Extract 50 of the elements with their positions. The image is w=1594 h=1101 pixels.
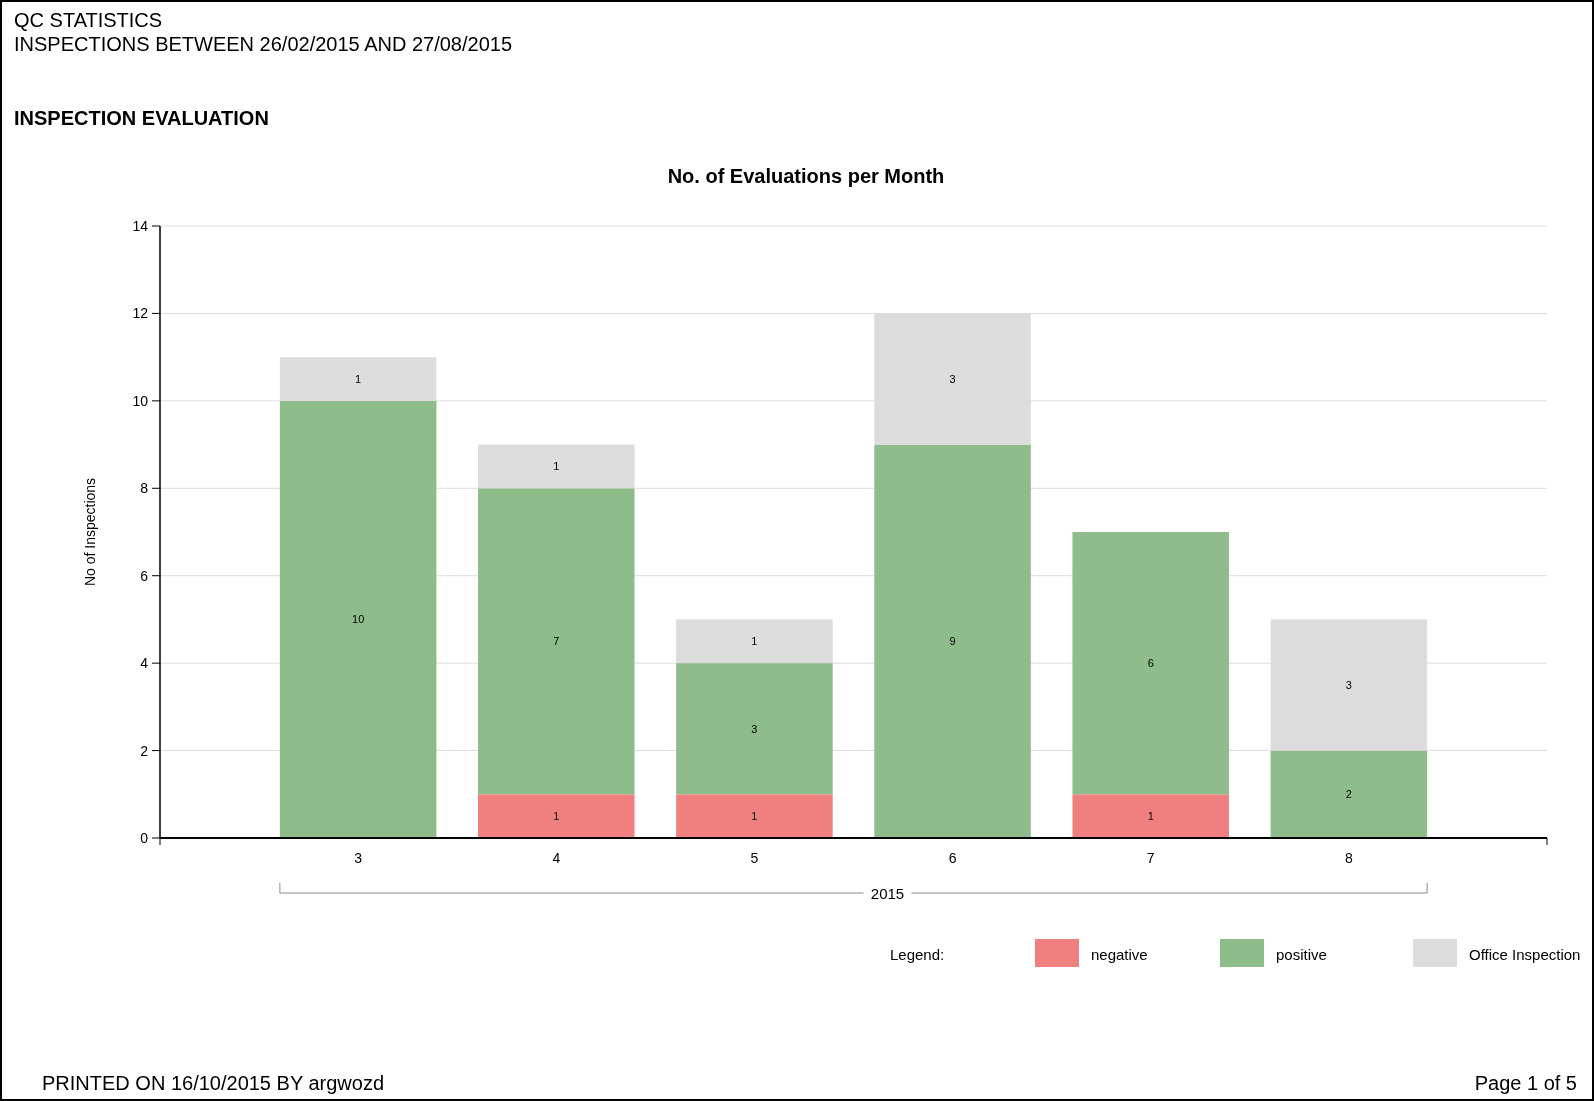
- data-label: 1: [751, 810, 758, 823]
- bar: [478, 794, 635, 838]
- legend-label: Office Inspection: [1469, 946, 1581, 963]
- x-tick-label: 5: [750, 850, 759, 866]
- legend-title: Legend:: [890, 946, 945, 963]
- data-label: 6: [1147, 657, 1154, 670]
- bar: [478, 444, 635, 489]
- y-tick-label: 12: [132, 305, 149, 322]
- bar: [1270, 750, 1428, 838]
- y-tick-label: 2: [140, 742, 149, 759]
- bar: [676, 663, 833, 795]
- y-axis-title: No of Inspections: [82, 477, 98, 587]
- text: Page 1 of 5: [1474, 1072, 1577, 1094]
- bar: [874, 444, 1031, 838]
- data-label: 3: [751, 722, 758, 735]
- text: PRINTED ON 16/10/2015 BY argwozd: [42, 1072, 385, 1094]
- text: INSPECTION EVALUATION: [14, 107, 269, 129]
- data-label: 1: [355, 373, 362, 385]
- data-label: 1: [553, 810, 560, 823]
- x-tick-label: 7: [1146, 850, 1155, 866]
- bar: [1072, 794, 1229, 838]
- bar: [1072, 532, 1229, 795]
- x-axis-title: 2015: [870, 885, 905, 902]
- bar: [676, 794, 833, 838]
- bar: [478, 488, 635, 795]
- data-label: 7: [553, 635, 560, 648]
- data-label: 1: [553, 460, 560, 473]
- bar: [279, 400, 437, 838]
- legend-label: negative: [1091, 946, 1148, 963]
- data-label: 1: [1147, 810, 1154, 823]
- legend-label: positive: [1276, 946, 1327, 963]
- y-tick-label: 10: [132, 392, 149, 409]
- y-tick-label: 0: [140, 830, 149, 846]
- x-tick-label: 8: [1344, 850, 1353, 866]
- data-label: 3: [949, 373, 956, 385]
- y-tick-label: 14: [132, 218, 149, 234]
- y-tick-label: 8: [140, 480, 149, 497]
- x-tick-label: 6: [948, 850, 957, 866]
- y-tick-label: 6: [140, 567, 149, 584]
- data-label: 3: [1345, 679, 1352, 691]
- text: INSPECTIONS BETWEEN 26/02/2015 AND 27/08/2015: [14, 33, 513, 55]
- data-label: 1: [751, 635, 758, 648]
- data-label: 10: [352, 613, 365, 626]
- x-tick-label: 3: [354, 850, 363, 866]
- x-tick-label: 4: [552, 850, 561, 866]
- chart-title: No. of Evaluations per Month: [667, 165, 945, 187]
- text: QC STATISTICS: [14, 9, 163, 31]
- data-label: 9: [949, 635, 956, 648]
- y-tick-label: 4: [140, 655, 149, 672]
- data-label: 2: [1345, 788, 1352, 801]
